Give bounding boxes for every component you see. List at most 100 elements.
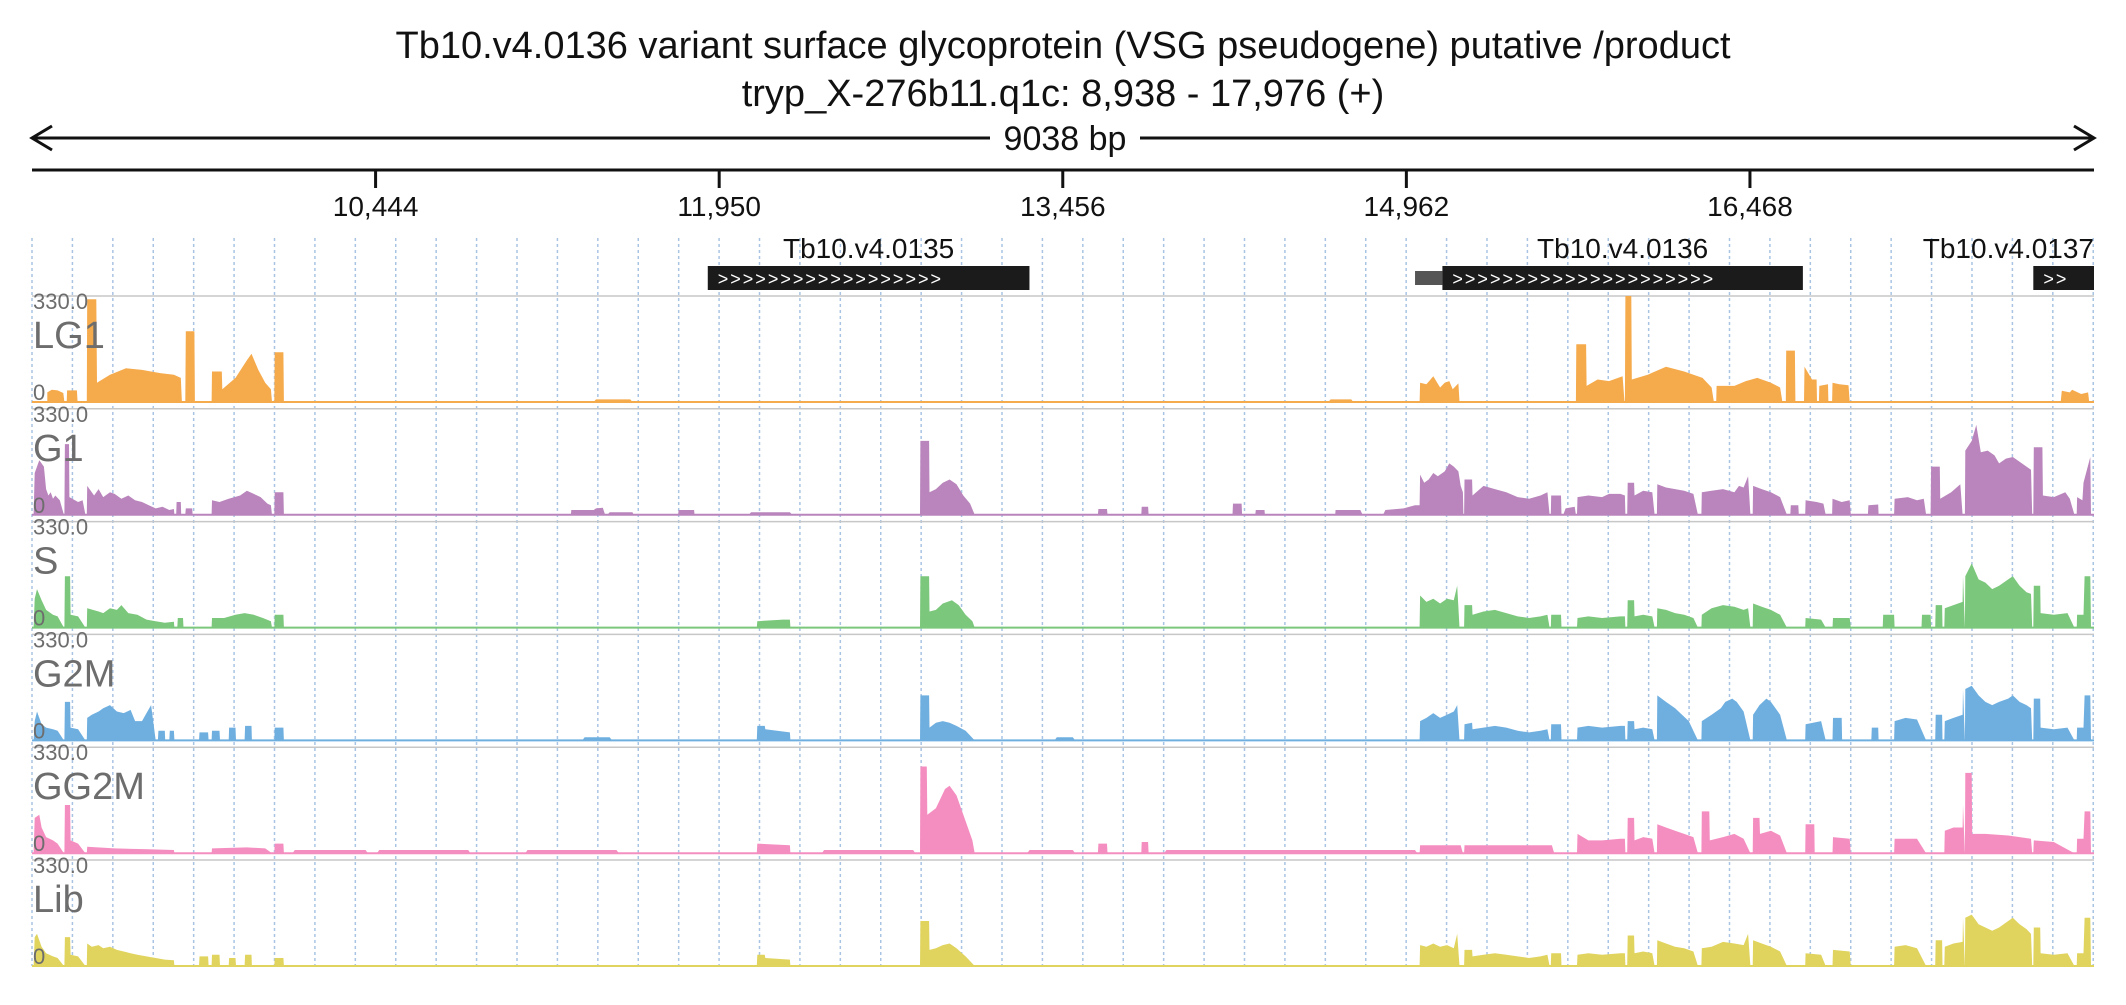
coverage-area	[66, 390, 78, 402]
gene-track: >>>>>>>>>>>>>>>>>>Tb10.v4.0135>>>>>>>>>>…	[707, 233, 2094, 290]
coverage-area	[86, 846, 175, 854]
coverage-area	[2076, 695, 2091, 741]
coverage-area	[1964, 772, 2033, 854]
coverage-area	[211, 490, 272, 515]
coverage-area	[920, 576, 975, 628]
coverage-tracks: 330.0LG10330.0G10330.0S0330.0G2M0330.0GG…	[32, 289, 2094, 969]
coverage-area	[1701, 476, 1751, 515]
coverage-area	[211, 353, 272, 402]
coverage-area	[1832, 949, 1851, 966]
coverage-area	[1944, 576, 1965, 628]
chart-title: Tb10.v4.0136 variant surface glycoprotei…	[395, 25, 1730, 67]
coverage-area	[1805, 618, 1826, 628]
coverage-area	[920, 921, 975, 966]
coverage-area	[1656, 940, 1698, 966]
coverage-area	[2076, 457, 2091, 515]
coverage-area	[228, 727, 236, 741]
coverage-area	[1701, 605, 1751, 628]
axis-tick-label: 11,950	[677, 191, 761, 222]
coverage-area	[920, 440, 975, 515]
coverage-area	[1935, 605, 1943, 628]
strand-arrows: >>>>>>>>>>>>>>>>>>>>>	[1452, 269, 1715, 289]
coverage-area	[177, 618, 184, 628]
coverage-area	[64, 937, 86, 966]
coverage-area	[1577, 833, 1626, 854]
coverage-area	[920, 695, 975, 741]
coverage-area	[1550, 953, 1562, 966]
coverage-area	[756, 843, 791, 854]
coverage-area	[1894, 497, 1927, 515]
coverage-area	[1627, 721, 1655, 741]
gene-box	[707, 266, 1030, 290]
coverage-area	[2033, 447, 2075, 515]
coverage-area	[1232, 503, 1243, 515]
coverage-area	[1701, 933, 1751, 966]
coverage-area	[1577, 616, 1626, 628]
coverage-area	[86, 705, 156, 741]
coverage-area	[1752, 603, 1787, 628]
coverage-area	[1805, 500, 1826, 515]
coverage-area	[1141, 506, 1149, 515]
track-ymax-label: 330.0	[33, 402, 88, 427]
coverage-area	[33, 589, 64, 628]
coverage-area	[33, 460, 64, 515]
coverage-area	[1577, 725, 1626, 741]
coverage-area	[244, 954, 252, 966]
coverage-area	[1419, 705, 1460, 741]
track-ymax-label: 330.0	[33, 627, 88, 652]
track-ymin-label: 0	[33, 718, 45, 743]
coverage-area	[1964, 563, 2033, 628]
coverage-area	[211, 954, 220, 966]
coverage-area	[1832, 717, 1843, 741]
track-ymax-label: 330.0	[33, 853, 88, 878]
coverage-area	[1701, 698, 1751, 741]
coverage-area	[1627, 600, 1655, 628]
coverage-area	[169, 730, 175, 741]
strand-arrows: >>	[2043, 269, 2068, 289]
coverage-area	[1944, 805, 1965, 854]
gene-box	[1442, 266, 1803, 290]
coverage-area	[2033, 585, 2075, 628]
coverage-area	[1944, 917, 1965, 966]
coverage-area	[1944, 689, 1965, 741]
coverage-area	[64, 701, 86, 741]
region-subtitle: tryp_X-276b11.q1c: 8,938 - 17,976 (+)	[742, 73, 1385, 115]
track-name-label: LG1	[33, 315, 105, 357]
coverage-area	[1627, 935, 1655, 966]
coverage-area	[211, 847, 272, 854]
coverage-area	[2033, 927, 2075, 966]
coverage-area	[2076, 811, 2091, 854]
coverage-area	[1894, 717, 1927, 741]
coverage-area	[86, 943, 175, 966]
coverage-area	[157, 730, 166, 741]
coverage-area	[1805, 953, 1826, 966]
coverage-area	[1097, 509, 1108, 515]
coverage-area	[1964, 914, 2033, 966]
coverage-area	[1464, 845, 1555, 854]
coverage-area	[1716, 377, 1783, 402]
coverage-area	[1627, 482, 1655, 515]
coverage-area	[1550, 495, 1562, 515]
coverage-area	[1550, 724, 1562, 741]
coverage-area	[1790, 505, 1799, 515]
axis-tick-label: 13,456	[1020, 191, 1106, 222]
coverage-area	[64, 576, 86, 628]
coverage-area	[1464, 605, 1550, 628]
gridlines	[31, 238, 2094, 966]
coverage-area	[1550, 614, 1562, 628]
coverage-area	[176, 502, 182, 515]
coverage-area	[1627, 817, 1655, 854]
coverage-area	[86, 485, 175, 515]
coverage-area	[756, 954, 791, 966]
track-ymin-label: 0	[33, 380, 45, 405]
coverage-area	[1930, 466, 1963, 515]
coverage-area	[33, 711, 64, 741]
coverage-area	[199, 732, 209, 741]
coverage-area	[678, 510, 695, 515]
coverage-area	[920, 766, 975, 854]
coverage-area	[1867, 504, 1879, 515]
coverage-area	[1752, 817, 1787, 854]
